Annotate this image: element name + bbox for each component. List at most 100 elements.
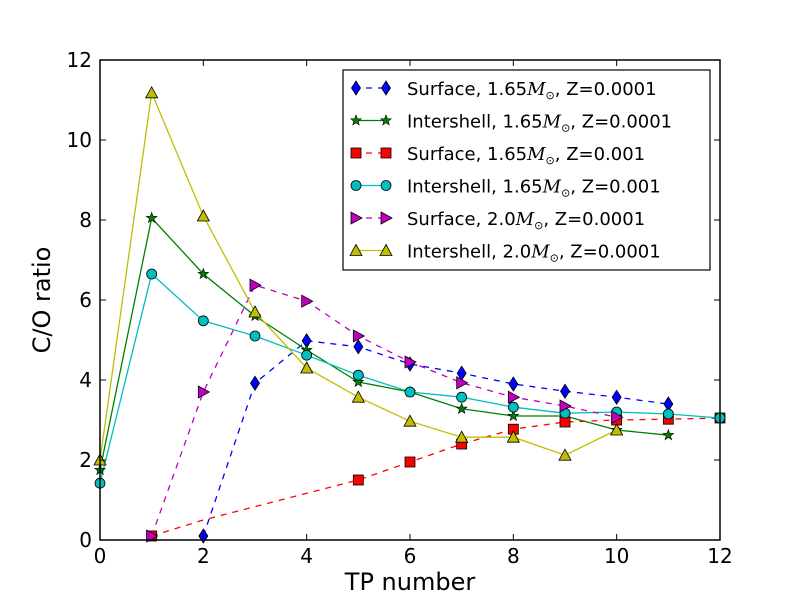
- data-point: [351, 390, 366, 403]
- legend-entry: Surface, 1.65M⊙, Z=0.0001: [351, 79, 657, 102]
- legend-label-prefix: Surface, 1.65: [407, 79, 527, 100]
- sun-symbol-icon: ⊙: [546, 154, 555, 167]
- legend-label-suffix: , Z=0.001: [555, 144, 645, 165]
- series-markers-5: [93, 85, 624, 466]
- y-tick-label: 12: [67, 48, 92, 72]
- legend-marker: [350, 180, 362, 191]
- y-tick-label: 6: [79, 288, 92, 312]
- y-tick-label: 0: [79, 528, 92, 552]
- data-point: [611, 410, 624, 424]
- legend-marker: [380, 147, 392, 159]
- legend-marker: [380, 180, 392, 191]
- data-point: [353, 339, 364, 355]
- legend-label-prefix: Surface, 1.65: [407, 144, 527, 165]
- data-point: [404, 355, 417, 369]
- legend-marker: [381, 80, 391, 96]
- y-tick-label: 4: [79, 368, 92, 392]
- legend-entry: Intershell, 1.65M⊙, Z=0.001: [350, 177, 661, 200]
- legend-marker: [379, 114, 393, 126]
- data-point: [352, 329, 366, 343]
- data-point: [609, 423, 624, 436]
- legend-marker: [350, 211, 363, 225]
- sun-symbol-icon: ⊙: [561, 122, 570, 135]
- data-point: [456, 376, 469, 390]
- x-axis-label: TP number: [344, 568, 476, 596]
- data-point: [454, 430, 469, 443]
- sun-symbol-icon: ⊙: [534, 219, 543, 232]
- legend-marker: [349, 243, 363, 256]
- legend-label-prefix: Intershell, 1.65: [407, 112, 543, 133]
- data-point: [197, 315, 209, 327]
- series-line-1: [100, 216, 669, 471]
- legend-label: Surface, 1.65M⊙, Z=0.0001: [407, 79, 657, 102]
- x-tick-label: 12: [707, 544, 732, 568]
- data-point: [506, 430, 521, 443]
- data-point: [248, 305, 262, 318]
- series-polyline: [100, 216, 669, 471]
- x-tick-label: 0: [94, 544, 107, 568]
- legend-label-mass: M: [526, 144, 546, 165]
- legend-marker: [380, 211, 393, 225]
- data-point: [197, 267, 210, 280]
- x-tick-label: 4: [300, 544, 313, 568]
- series-line-0: [202, 340, 669, 537]
- data-point: [197, 385, 211, 399]
- legend-marker: [351, 80, 361, 96]
- data-point: [146, 529, 159, 543]
- data-point: [404, 386, 416, 398]
- legend-marker: [350, 147, 362, 159]
- sun-symbol-icon: ⊙: [550, 252, 559, 265]
- legend-label-suffix: , Z=0.0001: [555, 79, 657, 100]
- legend-label: Intershell, 2.0M⊙, Z=0.0001: [407, 242, 661, 265]
- legend-entry: Intershell, 2.0M⊙, Z=0.0001: [349, 242, 661, 265]
- legend-box: [342, 69, 711, 271]
- data-point: [146, 268, 158, 280]
- x-tick-label: 2: [197, 544, 210, 568]
- data-point: [301, 349, 313, 361]
- legend-label-mass: M: [530, 242, 550, 263]
- x-tick-label: 10: [604, 544, 629, 568]
- series-polyline: [151, 284, 617, 537]
- legend-label-mass: M: [542, 112, 562, 133]
- series-markers-3: [94, 268, 726, 489]
- y-tick-label: 2: [79, 448, 92, 472]
- data-point: [299, 361, 314, 374]
- data-point: [456, 391, 468, 403]
- legend-label-prefix: Intershell, 2.0: [407, 242, 531, 263]
- data-point: [249, 330, 261, 342]
- data-point: [145, 211, 158, 224]
- legend-label-suffix: , Z=0.0001: [570, 112, 672, 133]
- x-tick-label: 6: [404, 544, 417, 568]
- legend-label-mass: M: [526, 79, 546, 100]
- legend-label: Intershell, 1.65M⊙, Z=0.001: [407, 177, 661, 200]
- legend-marker: [349, 114, 363, 126]
- legend-label: Surface, 1.65M⊙, Z=0.001: [407, 144, 645, 167]
- y-tick-label: 10: [67, 128, 92, 152]
- series-polyline: [202, 340, 669, 537]
- legend-label: Intershell, 1.65M⊙, Z=0.0001: [407, 112, 672, 135]
- data-point: [249, 278, 262, 292]
- legend-label-suffix: , Z=0.0001: [559, 242, 661, 263]
- y-axis-label: C/O ratio: [28, 247, 56, 354]
- sun-symbol-icon: ⊙: [546, 89, 555, 102]
- series-markers-4: [146, 278, 624, 543]
- data-point: [144, 85, 159, 99]
- legend-label: Surface, 2.0M⊙, Z=0.0001: [407, 209, 645, 232]
- legend-label-prefix: Surface, 2.0: [407, 209, 516, 230]
- data-point: [352, 474, 364, 486]
- data-point: [403, 414, 417, 427]
- series-line-4: [151, 284, 617, 537]
- legend-entry: Surface, 2.0M⊙, Z=0.0001: [350, 209, 645, 232]
- data-point: [455, 402, 468, 414]
- data-point: [196, 209, 211, 222]
- sun-symbol-icon: ⊙: [561, 187, 570, 200]
- data-point: [404, 456, 416, 468]
- y-tick-label: 8: [79, 208, 92, 232]
- legend-label-suffix: , Z=0.001: [570, 177, 660, 198]
- data-point: [611, 389, 622, 405]
- legend-label-mass: M: [515, 209, 535, 230]
- legend-entry: Intershell, 1.65M⊙, Z=0.0001: [349, 112, 672, 135]
- legend-marker: [379, 243, 393, 256]
